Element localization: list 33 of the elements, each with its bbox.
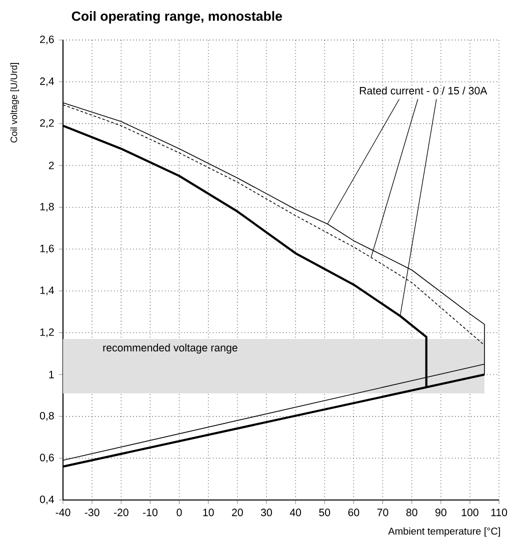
y-tick-label: 1,6 [40, 244, 54, 254]
x-tick-label: 10 [203, 508, 214, 516]
x-tick-label: 70 [377, 508, 388, 516]
x-tick-label: 50 [319, 508, 330, 516]
y-tick-label: 1 [49, 370, 54, 378]
y-tick-label: 1,8 [40, 202, 54, 212]
y-tick-label: 0,6 [40, 454, 54, 463]
x-tick-label: 20 [232, 508, 243, 516]
y-tick-label: 1,2 [40, 328, 54, 338]
x-axis-title: Ambient temperature [°C] [388, 527, 500, 537]
y-tick-label: 1,4 [40, 286, 54, 296]
y-tick-label: 0,4 [40, 496, 54, 504]
x-tick-label: 100 [462, 508, 478, 516]
y-tick-label: 2,2 [40, 119, 54, 128]
x-tick-label: 40 [290, 508, 302, 516]
x-tick-label: 30 [261, 508, 272, 516]
band-label: recommended voltage range [103, 344, 238, 354]
y-tick-label: 2,4 [40, 77, 54, 86]
y-tick-label: 2 [49, 162, 54, 170]
x-tick-label: -40 [56, 508, 70, 516]
chart-title: Coil operating range, monostable [72, 11, 282, 24]
x-tick-label: 0 [176, 508, 182, 516]
y-tick-label: 2,6 [40, 36, 54, 44]
x-tick-label: 60 [348, 508, 360, 516]
x-tick-label: 90 [436, 508, 446, 516]
annotation: Rated current - 0 / 15 / 30A [360, 86, 488, 94]
x-tick-label: -20 [114, 508, 128, 516]
y-tick-label: 0,8 [40, 412, 54, 421]
x-tick-label: 110 [491, 508, 508, 516]
x-tick-label: 80 [406, 508, 418, 516]
x-tick-label: -30 [84, 508, 100, 516]
x-tick-label: -10 [143, 508, 158, 516]
y-axis-title: Coil voltage [U/Urd] [10, 63, 20, 142]
